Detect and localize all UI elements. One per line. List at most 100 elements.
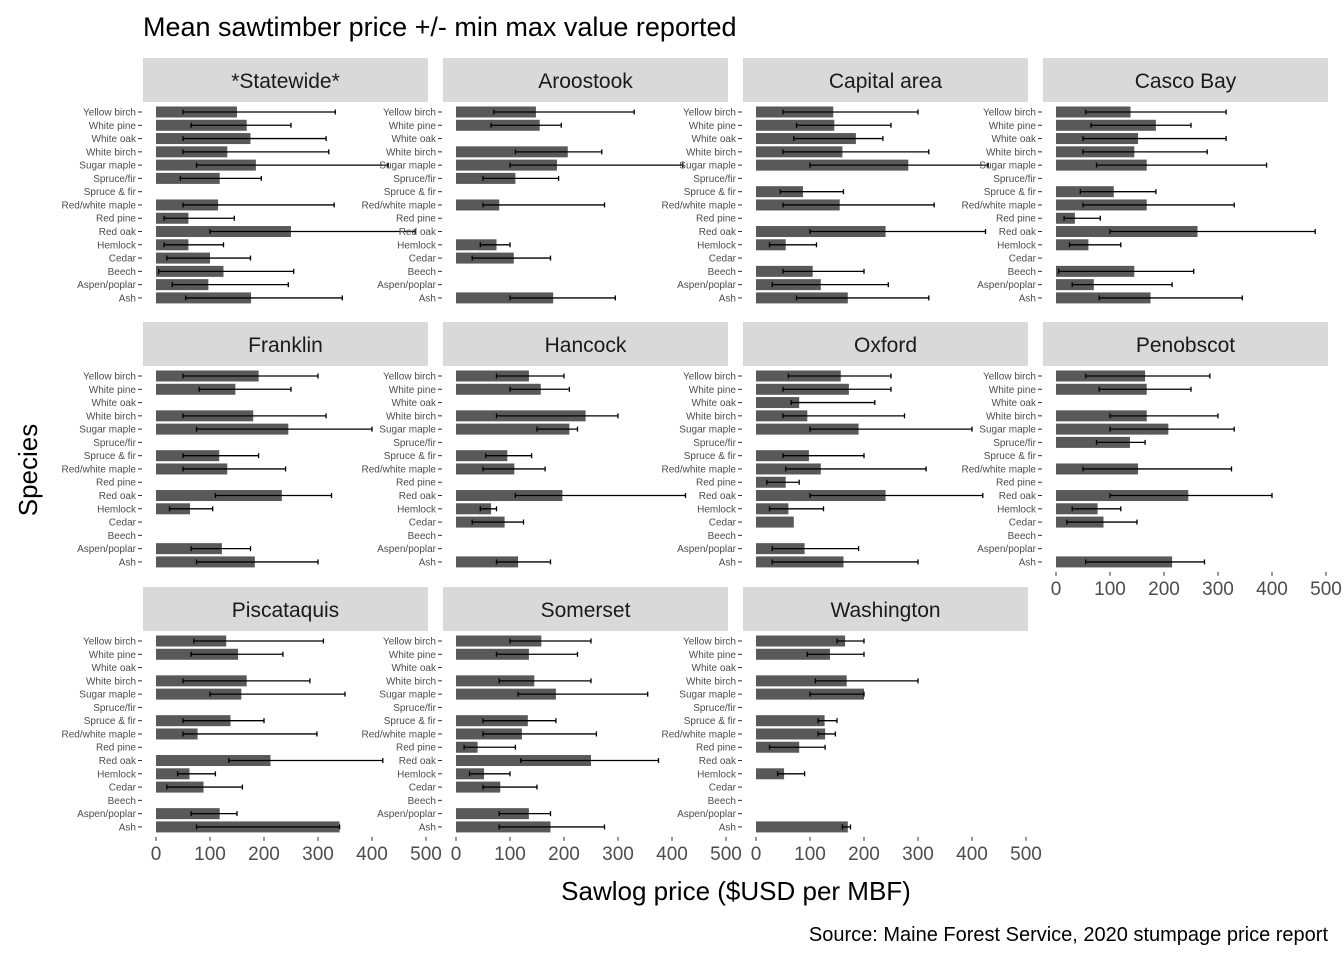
y-tick-label: Red pine [96, 478, 136, 489]
bar [456, 635, 542, 647]
y-tick-label: Cedar [109, 783, 137, 794]
bar [456, 159, 557, 171]
y-tick-label: White oak [692, 663, 737, 674]
facet-strip [1043, 322, 1328, 366]
y-tick-label: Sugar maple [979, 161, 1036, 172]
bar [756, 768, 785, 780]
y-tick-label: Red oak [399, 756, 437, 767]
y-tick-label: Spruce/fir [393, 174, 436, 185]
facet-strip [443, 58, 728, 102]
y-tick-label: Red pine [396, 214, 436, 225]
y-tick-label: Ash [1019, 293, 1036, 304]
y-tick-label: Sugar maple [379, 425, 436, 436]
y-tick-label: Spruce/fir [393, 703, 436, 714]
y-tick-label: Red/white maple [662, 200, 737, 211]
y-tick-label: Hemlock [697, 240, 737, 251]
y-tick-label: Aspen/poplar [677, 809, 737, 820]
bar [756, 728, 826, 740]
y-tick-label: Spruce/fir [93, 703, 136, 714]
bar [456, 648, 529, 660]
y-tick-label: White oak [692, 398, 737, 409]
y-tick-label: White pine [89, 650, 137, 661]
y-tick-label: Ash [419, 822, 436, 833]
bar [456, 808, 529, 820]
bar [456, 781, 501, 793]
y-tick-label: Yellow birch [683, 372, 736, 383]
chart-title: Mean sawtimber price +/- min max value r… [143, 12, 737, 42]
y-tick-label: Beech [708, 267, 736, 278]
y-tick-label: White birch [86, 411, 136, 422]
y-tick-label: Sugar maple [79, 425, 136, 436]
y-tick-label: Sugar maple [379, 690, 436, 701]
y-tick-label: Spruce/fir [693, 438, 736, 449]
y-tick-label: White pine [689, 650, 737, 661]
y-tick-label: Ash [119, 293, 136, 304]
y-tick-label: Yellow birch [83, 372, 136, 383]
y-tick-label: Red/white maple [362, 200, 437, 211]
y-tick-label: White oak [992, 398, 1037, 409]
y-tick-label: Spruce/fir [693, 174, 736, 185]
y-tick-label: Cedar [1009, 518, 1037, 529]
bar [456, 675, 535, 687]
y-tick-label: White pine [989, 121, 1037, 132]
bar [456, 370, 529, 382]
y-tick-label: Red oak [999, 227, 1037, 238]
y-tick-label: Red pine [96, 743, 136, 754]
y-tick-label: Ash [119, 822, 136, 833]
y-tick-label: Beech [408, 796, 436, 807]
bar [756, 635, 846, 647]
y-tick-label: White pine [989, 385, 1037, 396]
y-tick-label: Red/white maple [62, 464, 137, 475]
y-tick-label: Red/white maple [662, 729, 737, 740]
y-tick-label: White pine [689, 121, 737, 132]
y-tick-label: Beech [1008, 531, 1036, 542]
y-tick-label: Yellow birch [683, 108, 736, 119]
y-tick-label: Red oak [399, 227, 437, 238]
y-tick-label: Ash [719, 557, 736, 568]
bar [756, 186, 803, 198]
y-tick-label: Yellow birch [83, 108, 136, 119]
y-tick-label: Red pine [996, 214, 1036, 225]
bar [456, 423, 570, 435]
y-tick-label: Hemlock [997, 504, 1037, 515]
x-tick-label: 0 [451, 844, 462, 865]
bar [156, 808, 220, 820]
x-tick-label: 400 [1256, 579, 1288, 600]
facet-strip-label: Oxford [854, 334, 917, 357]
y-tick-label: White oak [92, 663, 137, 674]
y-tick-label: Red pine [696, 478, 736, 489]
facet-strip [743, 322, 1028, 366]
y-tick-label: White pine [389, 121, 437, 132]
y-tick-label: Beech [1008, 267, 1036, 278]
y-tick-label: White oak [992, 134, 1037, 145]
y-tick-label: Aspen/poplar [677, 280, 737, 291]
y-tick-label: Sugar maple [679, 425, 736, 436]
y-tick-label: Aspen/poplar [677, 544, 737, 555]
y-tick-label: Red pine [696, 743, 736, 754]
y-tick-label: Red oak [999, 491, 1037, 502]
bar [756, 821, 848, 833]
facet-strip [1043, 58, 1328, 102]
y-tick-label: Red/white maple [62, 729, 137, 740]
y-tick-label: White birch [86, 147, 136, 158]
bar [156, 635, 227, 647]
y-tick-label: Beech [108, 531, 136, 542]
x-tick-label: 300 [902, 844, 934, 865]
y-tick-label: Aspen/poplar [377, 544, 437, 555]
facet-strip-label: Somerset [541, 599, 631, 622]
facet-strip [743, 587, 1028, 631]
y-tick-label: Beech [708, 796, 736, 807]
y-tick-label: White birch [986, 411, 1036, 422]
y-tick-label: White pine [689, 385, 737, 396]
y-tick-label: Sugar maple [379, 161, 436, 172]
x-tick-label: 300 [602, 844, 634, 865]
y-tick-label: White birch [386, 676, 436, 687]
facet-strip-label: Penobscot [1136, 334, 1235, 357]
y-tick-label: White pine [389, 385, 437, 396]
y-tick-label: Beech [108, 796, 136, 807]
y-tick-label: Red pine [396, 478, 436, 489]
y-tick-label: White birch [386, 411, 436, 422]
facet-panel-6: Oxford Yellow birch White pine White oak Whi… [662, 322, 1028, 568]
y-tick-label: Hemlock [97, 769, 137, 780]
